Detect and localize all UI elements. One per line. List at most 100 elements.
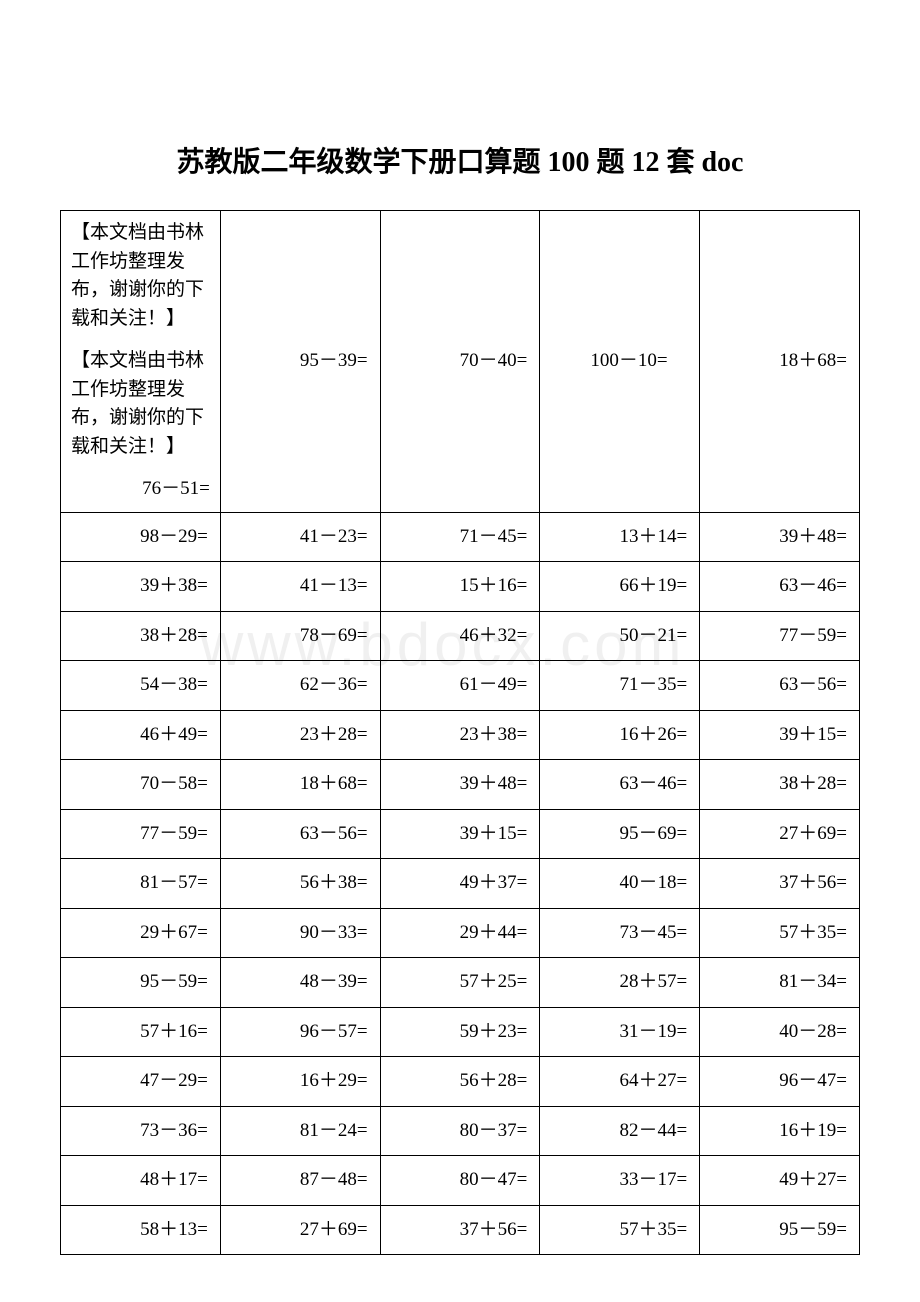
equation-cell: 64＋27=	[540, 1057, 700, 1107]
equation-cell: 63－46=	[540, 760, 700, 810]
equation-cell: 100－10=	[540, 211, 700, 513]
equation-cell: 49＋37=	[380, 859, 540, 909]
equation-cell: 62－36=	[220, 661, 380, 711]
equation-cell: 13＋14=	[540, 512, 700, 562]
page: 苏教版二年级数学下册口算题 100 题 12 套 doc www.bdocx.c…	[0, 0, 920, 1295]
equation-cell: 70－58=	[61, 760, 221, 810]
equation-cell: 87－48=	[220, 1156, 380, 1206]
equation-cell: 29＋44=	[380, 908, 540, 958]
equation-cell: 66＋19=	[540, 562, 700, 612]
equation-cell: 77－59=	[700, 611, 860, 661]
equation-cell: 82－44=	[540, 1106, 700, 1156]
equation-cell: 49＋27=	[700, 1156, 860, 1206]
equation-cell: 28＋57=	[540, 958, 700, 1008]
equation-cell: 61－49=	[380, 661, 540, 711]
equation-cell: 71－35=	[540, 661, 700, 711]
equation-cell: 56＋28=	[380, 1057, 540, 1107]
equation-cell: 46＋32=	[380, 611, 540, 661]
note-text: 【本文档由书林工作坊整理发布，谢谢你的下载和关注！】	[71, 347, 210, 461]
table-row: 48＋17= 87－48= 80－47= 33－17= 49＋27=	[61, 1156, 860, 1206]
table-row: 98－29= 41－23= 71－45= 13＋14= 39＋48=	[61, 512, 860, 562]
table-row: 58＋13= 27＋69= 37＋56= 57＋35= 95－59=	[61, 1205, 860, 1255]
table-row: 54－38= 62－36= 61－49= 71－35= 63－56=	[61, 661, 860, 711]
equation-cell: 77－59=	[61, 809, 221, 859]
page-title: 苏教版二年级数学下册口算题 100 题 12 套 doc	[60, 140, 860, 180]
equation-cell: 57＋35=	[540, 1205, 700, 1255]
equation-cell: 23＋38=	[380, 710, 540, 760]
equation-cell: 31－19=	[540, 1007, 700, 1057]
equation-cell: 16＋19=	[700, 1106, 860, 1156]
equation-cell: 46＋49=	[61, 710, 221, 760]
equation-cell: 39＋15=	[700, 710, 860, 760]
equation-cell: 71－45=	[380, 512, 540, 562]
table-row: 70－58= 18＋68= 39＋48= 63－46= 38＋28=	[61, 760, 860, 810]
table-row: 47－29= 16＋29= 56＋28= 64＋27= 96－47=	[61, 1057, 860, 1107]
equation-cell: 57＋16=	[61, 1007, 221, 1057]
equation-cell: 81－57=	[61, 859, 221, 909]
equation-cell: 63－46=	[700, 562, 860, 612]
equation-cell: 96－57=	[220, 1007, 380, 1057]
equation-cell: 16＋29=	[220, 1057, 380, 1107]
equation-cell: 38＋28=	[61, 611, 221, 661]
equation-cell: 27＋69=	[220, 1205, 380, 1255]
equation-cell: 18＋68=	[700, 211, 860, 513]
equation-cell: 57＋35=	[700, 908, 860, 958]
equation-cell: 73－45=	[540, 908, 700, 958]
equation-cell: 63－56=	[700, 661, 860, 711]
equation-cell: 90－33=	[220, 908, 380, 958]
equation-cell: 96－47=	[700, 1057, 860, 1107]
table-row: 38＋28= 78－69= 46＋32= 50－21= 77－59=	[61, 611, 860, 661]
equation-cell: 40－18=	[540, 859, 700, 909]
equation-cell: 95－39=	[220, 211, 380, 513]
equation-cell: 70－40=	[380, 211, 540, 513]
equation-cell: 56＋38=	[220, 859, 380, 909]
equation-cell: 37＋56=	[380, 1205, 540, 1255]
equation-cell: 38＋28=	[700, 760, 860, 810]
equation-cell: 80－37=	[380, 1106, 540, 1156]
table-body: 【本文档由书林工作坊整理发布，谢谢你的下载和关注！】 【本文档由书林工作坊整理发…	[61, 211, 860, 1255]
first-cell: 【本文档由书林工作坊整理发布，谢谢你的下载和关注！】 【本文档由书林工作坊整理发…	[61, 211, 221, 513]
equation-cell: 33－17=	[540, 1156, 700, 1206]
equation-cell: 39＋48=	[700, 512, 860, 562]
equation-cell: 37＋56=	[700, 859, 860, 909]
equation-cell: 81－34=	[700, 958, 860, 1008]
equation-cell: 27＋69=	[700, 809, 860, 859]
note-text: 【本文档由书林工作坊整理发布，谢谢你的下载和关注！】	[71, 219, 210, 333]
equation-cell: 23＋28=	[220, 710, 380, 760]
equation-cell: 29＋67=	[61, 908, 221, 958]
equation-cell: 58＋13=	[61, 1205, 221, 1255]
equation-cell: 57＋25=	[380, 958, 540, 1008]
table-row: 77－59= 63－56= 39＋15= 95－69= 27＋69=	[61, 809, 860, 859]
equation-cell: 78－69=	[220, 611, 380, 661]
equation-cell: 80－47=	[380, 1156, 540, 1206]
equation-cell: 95－59=	[700, 1205, 860, 1255]
equation-cell: 47－29=	[61, 1057, 221, 1107]
equation-cell: 95－69=	[540, 809, 700, 859]
equation: 76－51=	[71, 475, 210, 504]
equation-cell: 40－28=	[700, 1007, 860, 1057]
table-row: 【本文档由书林工作坊整理发布，谢谢你的下载和关注！】 【本文档由书林工作坊整理发…	[61, 211, 860, 513]
equation-cell: 81－24=	[220, 1106, 380, 1156]
equation-cell: 59＋23=	[380, 1007, 540, 1057]
math-table: 【本文档由书林工作坊整理发布，谢谢你的下载和关注！】 【本文档由书林工作坊整理发…	[60, 210, 860, 1255]
equation-cell: 18＋68=	[220, 760, 380, 810]
table-row: 73－36= 81－24= 80－37= 82－44= 16＋19=	[61, 1106, 860, 1156]
equation-cell: 15＋16=	[380, 562, 540, 612]
table-row: 39＋38= 41－13= 15＋16= 66＋19= 63－46=	[61, 562, 860, 612]
equation-cell: 39＋38=	[61, 562, 221, 612]
table-row: 81－57= 56＋38= 49＋37= 40－18= 37＋56=	[61, 859, 860, 909]
equation-cell: 73－36=	[61, 1106, 221, 1156]
equation-cell: 48＋17=	[61, 1156, 221, 1206]
equation-cell: 39＋48=	[380, 760, 540, 810]
equation-cell: 98－29=	[61, 512, 221, 562]
table-row: 46＋49= 23＋28= 23＋38= 16＋26= 39＋15=	[61, 710, 860, 760]
equation-cell: 95－59=	[61, 958, 221, 1008]
table-row: 95－59= 48－39= 57＋25= 28＋57= 81－34=	[61, 958, 860, 1008]
table-row: 57＋16= 96－57= 59＋23= 31－19= 40－28=	[61, 1007, 860, 1057]
table-row: 29＋67= 90－33= 29＋44= 73－45= 57＋35=	[61, 908, 860, 958]
equation-cell: 48－39=	[220, 958, 380, 1008]
equation-cell: 41－13=	[220, 562, 380, 612]
equation-cell: 16＋26=	[540, 710, 700, 760]
equation-cell: 39＋15=	[380, 809, 540, 859]
equation-cell: 54－38=	[61, 661, 221, 711]
